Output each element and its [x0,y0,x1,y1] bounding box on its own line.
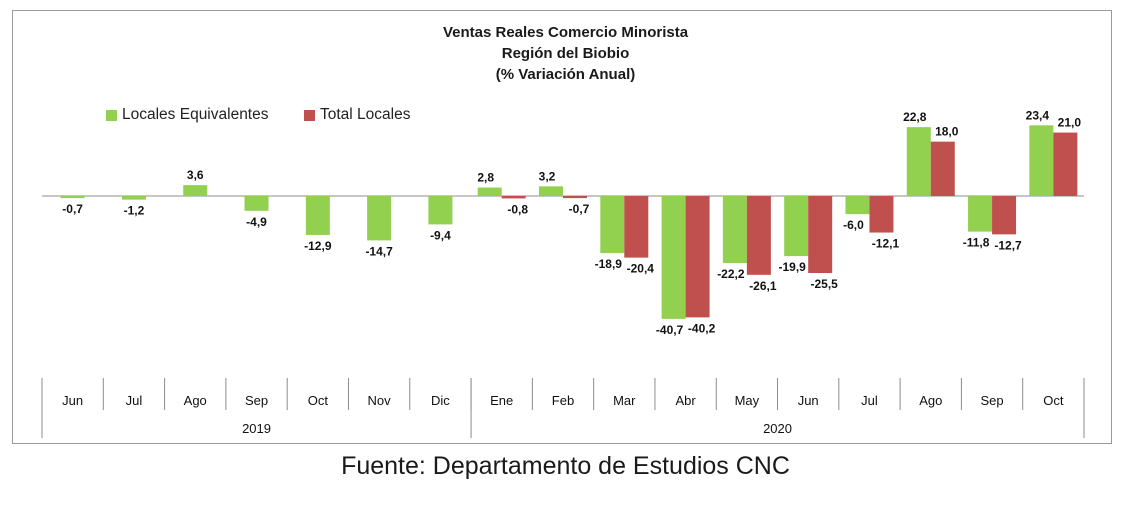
bar-locales-equivalentes [477,187,502,196]
data-label: -40,2 [688,321,716,335]
data-label: 21,0 [1058,116,1082,130]
x-tick-label: Abr [675,393,696,408]
x-tick-label: Dic [431,393,450,408]
bar-total-locales [869,196,894,233]
data-label: -9,4 [430,228,451,242]
data-label: -0,7 [62,202,83,216]
bar-total-locales [808,196,833,274]
x-tick-label: May [735,393,760,408]
data-label: -1,2 [124,204,145,218]
data-label: 22,8 [903,110,927,124]
bar-total-locales [992,196,1017,235]
data-label: -11,8 [963,236,990,250]
bar-total-locales [1053,132,1078,196]
x-tick-label: Ene [490,393,513,408]
data-label: -12,9 [304,239,332,253]
year-label: 2020 [763,421,792,436]
bar-locales-equivalentes [367,196,392,241]
chart-title: Ventas Reales Comercio Minorista [442,24,689,41]
data-label: -40,7 [656,323,684,337]
x-tick-label: Jun [62,393,83,408]
legend-swatch-locales-equivalentes [106,109,117,121]
data-label: -14,7 [365,244,393,258]
data-label: -0,8 [507,202,528,216]
data-label: -25,5 [810,277,838,291]
x-tick-label: Oct [1043,393,1064,408]
data-label: -6,0 [843,218,864,232]
data-label: -19,9 [778,260,806,274]
bar-locales-equivalentes [305,196,330,235]
data-label: -0,7 [569,202,590,216]
bar-locales-equivalentes [968,196,993,232]
data-label: -12,7 [994,238,1022,252]
chart-frame [12,10,1112,444]
x-tick-label: Nov [368,393,392,408]
data-label: -26,1 [749,279,777,293]
x-tick-label: Oct [308,393,329,408]
bar-total-locales [746,196,771,275]
bar-locales-equivalentes [183,185,208,196]
data-label: 3,6 [187,168,204,182]
bar-locales-equivalentes [121,196,146,200]
bar-locales-equivalentes [60,196,85,199]
bar-locales-equivalentes [661,196,686,319]
legend-label-locales-equivalentes: Locales Equivalentes [122,106,269,123]
data-label: 18,0 [935,125,959,139]
data-label: -22,2 [717,267,745,281]
bar-locales-equivalentes [1029,125,1054,196]
data-label: 2,8 [477,171,494,185]
bar-locales-equivalentes [244,196,269,211]
x-tick-label: Jul [861,393,878,408]
data-label: -12,1 [872,237,900,251]
bar-locales-equivalentes [539,186,563,196]
legend-item-total-locales: Total Locales [304,106,410,124]
data-label: 3,2 [539,169,556,183]
chart-unit-note: (% Variación Anual) [495,66,636,83]
chart-subtitle: Región del Biobio [501,45,630,62]
bar-total-locales [685,196,710,318]
data-label: 23,4 [1026,108,1050,122]
bar-locales-equivalentes [600,196,625,254]
bar-total-locales [930,141,955,196]
x-tick-label: Ago [184,393,207,408]
x-tick-label: Sep [980,393,1003,408]
bar-locales-equivalentes [906,127,931,196]
bar-total-locales [563,196,587,199]
data-label: -18,9 [595,257,623,271]
data-label: -4,9 [246,215,267,229]
year-label: 2019 [242,421,271,436]
x-tick-label: Sep [245,393,268,408]
x-tick-label: Mar [613,393,636,408]
x-tick-label: Jul [126,393,143,408]
bar-locales-equivalentes [428,196,453,225]
x-tick-label: Ago [919,393,942,408]
legend-item-locales-equivalentes: Locales Equivalentes [106,106,269,124]
x-tick-label: Jun [798,393,819,408]
data-label: -20,4 [627,262,655,276]
bar-total-locales [501,196,526,199]
source-note: Fuente: Departamento de Estudios CNC [341,452,790,480]
x-tick-label: Feb [552,393,574,408]
bar-locales-equivalentes [722,196,747,264]
bar-locales-equivalentes [845,196,870,215]
legend-swatch-total-locales [304,109,315,121]
bar-locales-equivalentes [784,196,809,257]
bar-total-locales [624,196,649,258]
legend-label-total-locales: Total Locales [320,106,411,123]
